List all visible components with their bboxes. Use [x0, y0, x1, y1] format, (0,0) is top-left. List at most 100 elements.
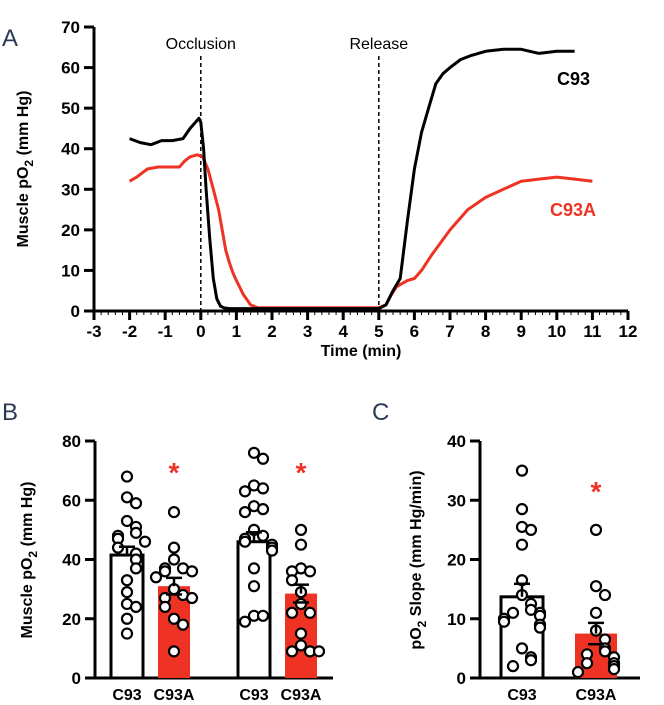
- data-point: [515, 503, 529, 516]
- annotations: Occlusion Release: [166, 36, 408, 311]
- y-tick-label: 10: [61, 261, 80, 280]
- y-tick-label: 70: [61, 18, 80, 37]
- data-point: [247, 446, 261, 459]
- x-tick-label: 2: [267, 322, 276, 341]
- x-tick-label: 7: [445, 322, 454, 341]
- category-label: C93: [239, 687, 268, 704]
- data-point: [167, 541, 181, 554]
- category-label: C93A: [576, 687, 617, 704]
- x-tick-label: 9: [516, 322, 525, 341]
- data-point: [506, 606, 520, 619]
- data-point: [176, 618, 190, 631]
- data-point: [129, 562, 143, 575]
- y-axis-title: Muscle pO2 (mm Hg): [19, 482, 40, 639]
- data-point: [238, 615, 252, 628]
- data-point: [149, 571, 163, 584]
- series-line-c93: [129, 47, 575, 311]
- x-tick-label: -2: [122, 322, 137, 341]
- significance-star: *: [169, 457, 180, 488]
- y-tick-label: 80: [62, 432, 81, 451]
- series-line-c93a: [128, 153, 593, 310]
- x-tick-label: 5: [374, 322, 383, 341]
- x-tick-label: -1: [158, 322, 173, 341]
- data-point: [238, 505, 252, 519]
- data-point: [589, 523, 603, 536]
- data-point: [185, 591, 199, 605]
- data-point: [167, 612, 181, 625]
- x-tick-label: 11: [583, 322, 601, 341]
- data-point: [256, 609, 270, 622]
- significance-star: *: [296, 457, 307, 488]
- y-tick-label: 0: [71, 302, 80, 321]
- series-label-c93a: C93A: [550, 200, 596, 220]
- data-point: [158, 565, 172, 578]
- y-tick-label: 40: [61, 140, 80, 159]
- data-point: [238, 485, 252, 498]
- y-tick-label: 20: [447, 551, 466, 570]
- y-tick-label: 0: [457, 669, 466, 688]
- series-lines: [128, 47, 593, 311]
- data-point: [506, 660, 520, 673]
- data-point: [256, 482, 270, 495]
- data-point: [294, 627, 308, 640]
- y-tick-label: 50: [61, 99, 80, 118]
- panel-a: A Muscle pO2 (mm Hg) Time (min) 01020304…: [2, 18, 637, 360]
- x-tick-label: 1: [232, 322, 241, 341]
- x-tick-label: 6: [410, 322, 419, 341]
- data-point: [285, 645, 299, 658]
- data-point: [515, 538, 529, 551]
- data-point: [120, 612, 134, 625]
- x-tick-label: 0: [196, 322, 205, 341]
- data-point: [129, 526, 143, 539]
- data-point: [167, 553, 181, 566]
- y-tick-label: 20: [62, 610, 81, 629]
- data-point: [598, 588, 612, 602]
- data-point: [607, 663, 621, 676]
- panel-letter-c: C: [372, 399, 389, 426]
- y-tick-label: 60: [62, 491, 81, 510]
- data-point: [120, 585, 134, 599]
- category-label: C93: [112, 687, 141, 704]
- x-tick-label: -3: [86, 322, 101, 341]
- data-point: [120, 491, 134, 504]
- data-point: [533, 621, 547, 634]
- y-tick-label: 10: [447, 610, 466, 629]
- significance-star: *: [591, 476, 602, 507]
- data-point: [238, 535, 252, 548]
- panel-letter-b: B: [2, 399, 18, 426]
- data-point: [589, 580, 603, 593]
- data-point: [285, 574, 299, 587]
- x-tick-label: 12: [619, 322, 638, 341]
- event-label: Release: [349, 36, 408, 53]
- y-tick-label: 30: [61, 180, 80, 199]
- data-point: [256, 503, 270, 516]
- data-point: [589, 606, 603, 619]
- y-tick-label: 0: [72, 669, 81, 688]
- data-point: [294, 639, 308, 652]
- data-point: [515, 642, 529, 655]
- data-point: [294, 538, 308, 551]
- data-point: [580, 657, 594, 670]
- data-point: [120, 627, 134, 640]
- data-point: [598, 645, 612, 658]
- y-tick-label: 60: [61, 59, 80, 78]
- event-label: Occlusion: [166, 36, 236, 53]
- data-point: [303, 565, 317, 578]
- x-tick-label: 3: [303, 322, 312, 341]
- data-point: [185, 565, 199, 578]
- data-point: [120, 470, 134, 483]
- x-axis-title: Time (min): [321, 343, 402, 360]
- data-point: [158, 600, 172, 614]
- data-point: [167, 645, 181, 658]
- y-axis-title: Muscle pO2 (mm Hg): [15, 91, 36, 248]
- x-tick-label: 8: [481, 322, 490, 341]
- category-label: C93A: [281, 687, 322, 704]
- y-tick-label: 20: [61, 221, 80, 240]
- y-tick-label: 40: [447, 432, 466, 451]
- x-tick-label: 10: [547, 322, 566, 341]
- category-label: C93A: [154, 687, 195, 704]
- data-point: [256, 452, 270, 465]
- bar-plot: 0 20 40 60 80 C93 C93A * C93 C93A *: [62, 432, 333, 704]
